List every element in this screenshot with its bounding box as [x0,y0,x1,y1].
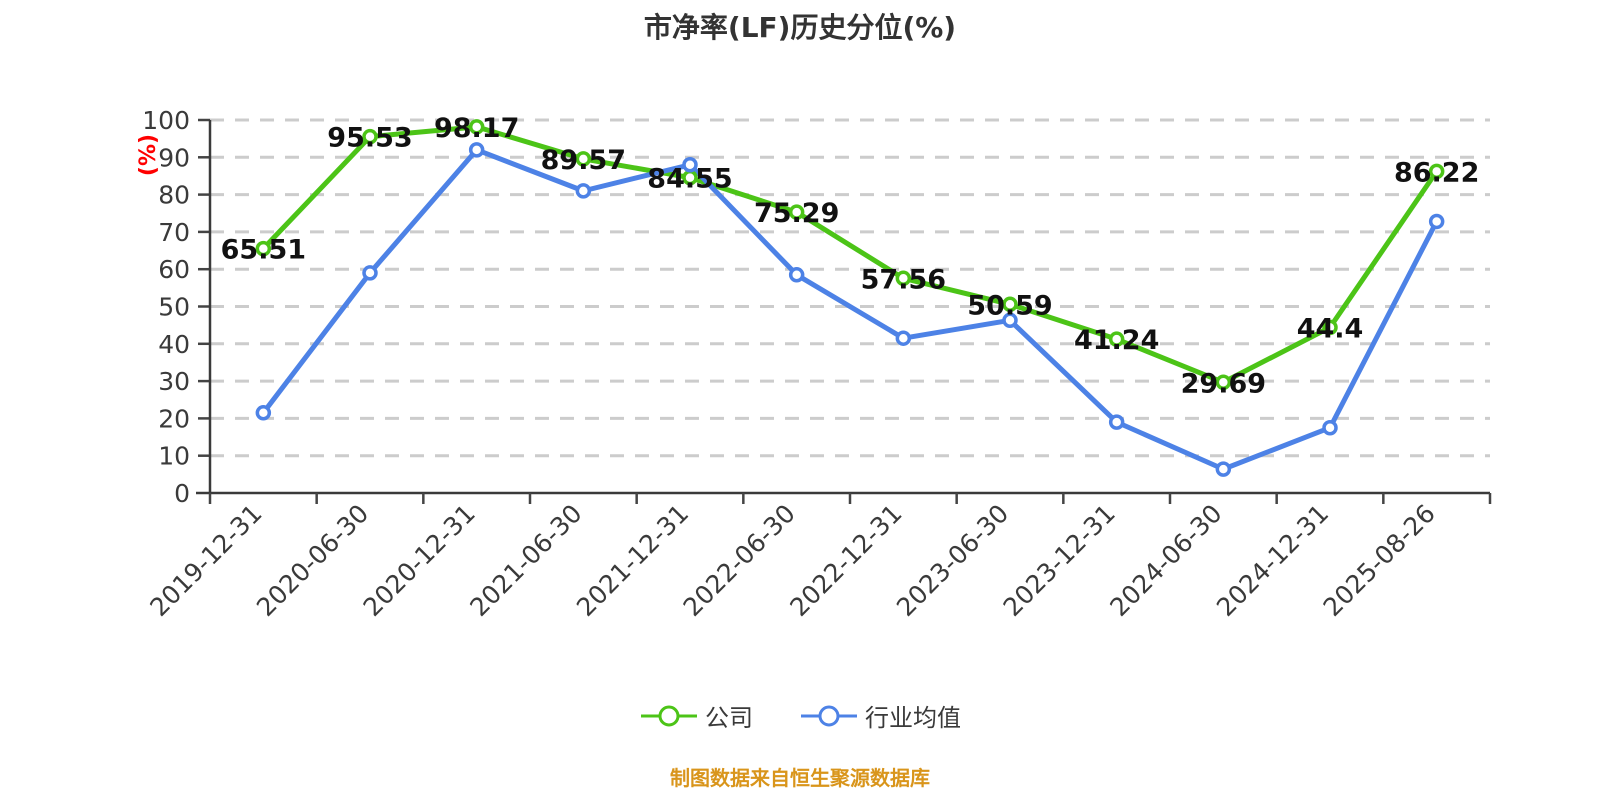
data-point[interactable] [1002,296,1018,313]
data-point[interactable] [575,151,592,167]
data-point[interactable] [1002,312,1018,329]
x-axis: 2019-12-312020-06-302020-12-312021-06-30… [144,491,1492,622]
data-point-label: 98.17 [434,113,519,144]
data-point-label: 57.56 [861,264,946,295]
y-axis-tick-label: 50 [158,293,190,322]
data-point[interactable] [1108,331,1125,347]
data-point-label: 89.57 [541,145,626,176]
y-axis-tick-label: 70 [158,218,190,247]
data-point[interactable] [682,157,698,173]
data-point[interactable] [1322,319,1338,336]
data-point-label: 75.29 [754,198,839,229]
y-axis-tick-label: 30 [158,367,190,396]
y-axis: 0 10 20 30 40 50 60 70 80 90 100 [142,106,212,508]
legend-item-industry-average[interactable]: 行业均值 [799,698,961,733]
series-lines [255,119,1445,477]
data-point[interactable] [1322,419,1338,436]
y-axis-tick-label: 90 [158,143,190,172]
data-point[interactable] [362,265,378,281]
y-axis-unit-label: (%) [136,134,161,176]
data-point-label: 95.53 [327,123,412,154]
x-axis-tick-label: 2021-12-31 [571,499,694,622]
data-point[interactable] [1428,213,1445,230]
y-axis-tick-label: 60 [158,255,190,284]
data-source-note: 制图数据来自恒生聚源数据库 [670,766,930,790]
data-point-label: 86.22 [1394,157,1479,188]
y-axis-tick-label: 100 [142,106,190,135]
data-point[interactable] [1428,163,1445,180]
x-axis-tick-label: 2023-06-30 [891,499,1014,622]
x-axis-tick-label: 2019-12-31 [144,499,267,622]
y-axis-tick-label: 10 [158,442,190,471]
grid-lines [210,118,1490,458]
series-line-industry-average [260,147,1440,472]
legend-label-company: 公司 [705,704,753,732]
legend-marker-company [641,705,697,726]
legend-item-company[interactable]: 公司 [639,698,753,733]
x-axis-tick-label: 2024-12-31 [1211,499,1334,622]
x-axis-tick-label: 2022-06-30 [678,499,801,622]
data-point[interactable] [575,183,592,199]
data-point[interactable] [895,270,912,287]
data-point-label: 84.55 [647,164,732,195]
y-axis-tick-label: 80 [158,181,190,210]
page-title: 市净率(LF)历史分位(%) [643,11,957,44]
legend-label-industry-average: 行业均值 [865,704,961,732]
data-point-label: 41.24 [1074,325,1159,356]
y-axis-tick-label: 40 [158,330,190,359]
data-point[interactable] [468,119,485,135]
y-axis-tick-label: 0 [174,479,190,508]
x-axis-tick-label: 2021-06-30 [464,499,587,622]
data-point-label: 29.69 [1181,368,1266,399]
data-point-label: 50.59 [967,290,1052,321]
x-axis-tick-label: 2024-06-30 [1104,499,1227,622]
y-axis-unit-text: (%) [136,134,161,176]
data-point[interactable] [788,267,805,283]
data-point[interactable] [255,405,272,421]
x-axis-tick-label: 2020-12-31 [358,499,481,622]
x-axis-tick-label: 2025-08-26 [1318,499,1441,622]
data-point[interactable] [1215,374,1232,391]
x-axis-tick-label: 2022-12-31 [784,499,907,622]
data-point[interactable] [255,240,272,257]
x-axis-tick-label: 2020-06-30 [251,499,374,622]
x-axis-tick-label: 2023-12-31 [998,499,1121,622]
y-axis-tick-label: 20 [158,404,190,433]
chart-legend: 公司 行业均值 [0,698,1600,733]
data-point[interactable] [895,330,912,346]
data-point[interactable] [1108,414,1125,430]
data-point-label: 44.4 [1297,313,1364,344]
data-point-labels: 65.51 95.53 98.17 89.57 84.55 75.29 57.56 50.59… [221,113,1480,399]
legend-marker-industry-average [801,705,857,726]
data-point[interactable] [1215,461,1232,477]
data-point[interactable] [468,142,485,158]
line-chart-canvas: 0 10 20 30 40 50 60 70 80 90 100 2019-12-312020-06… [136,106,1492,622]
data-point-label: 65.51 [221,235,306,266]
data-point[interactable] [362,128,378,145]
data-point[interactable] [788,204,805,220]
series-line-company [260,124,1440,385]
